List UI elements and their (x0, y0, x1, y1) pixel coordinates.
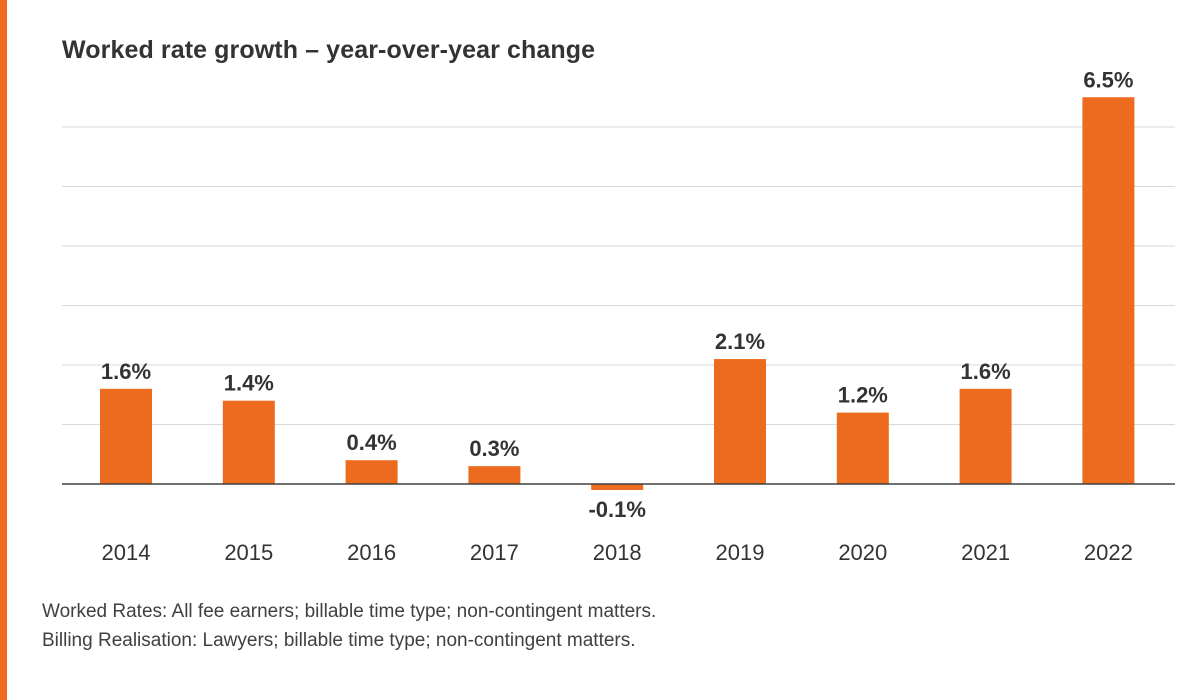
x-tick-2019: 2019 (716, 540, 765, 565)
x-tick-2014: 2014 (102, 540, 151, 565)
x-tick-2015: 2015 (224, 540, 273, 565)
value-label-2018: -0.1% (588, 497, 645, 522)
value-label-2014: 1.6% (101, 359, 151, 384)
x-tick-2020: 2020 (838, 540, 887, 565)
value-label-2019: 2.1% (715, 329, 765, 354)
bar-2022 (1082, 97, 1135, 484)
x-tick-labels: 2014 2015 2016 2017 2018 2019 2020 2021 2022 (102, 540, 1133, 565)
value-label-2021: 1.6% (961, 359, 1011, 384)
value-labels: 1.6% 1.4% 0.4% 0.3% -0.1% 2.1% 1.2% 1.6% 6.5% (101, 67, 1134, 522)
footnote-billing-realisation: Billing Realisation: Lawyers; billable t… (42, 630, 636, 651)
bar-2021 (959, 388, 1012, 484)
bars (100, 97, 1135, 490)
bar-2015 (222, 400, 275, 484)
accent-bar (0, 0, 7, 700)
footnote-worked-rates: Worked Rates: All fee earners; billable … (42, 601, 657, 622)
chart-title: Worked rate growth – year-over-year chan… (62, 36, 596, 64)
x-tick-2018: 2018 (593, 540, 642, 565)
x-tick-2021: 2021 (961, 540, 1010, 565)
x-tick-2017: 2017 (470, 540, 519, 565)
value-label-2015: 1.4% (224, 371, 274, 396)
x-tick-2022: 2022 (1084, 540, 1133, 565)
value-label-2022: 6.5% (1083, 67, 1133, 92)
bar-2016 (345, 460, 398, 484)
bar-2014 (100, 388, 152, 484)
value-label-2020: 1.2% (838, 383, 888, 408)
value-label-2016: 0.4% (347, 430, 397, 455)
bar-2020 (836, 412, 889, 484)
bar-2018 (591, 484, 644, 490)
value-label-2017: 0.3% (469, 436, 519, 461)
x-tick-2016: 2016 (347, 540, 396, 565)
bar-2019 (714, 359, 766, 484)
bar-2017 (468, 466, 521, 484)
